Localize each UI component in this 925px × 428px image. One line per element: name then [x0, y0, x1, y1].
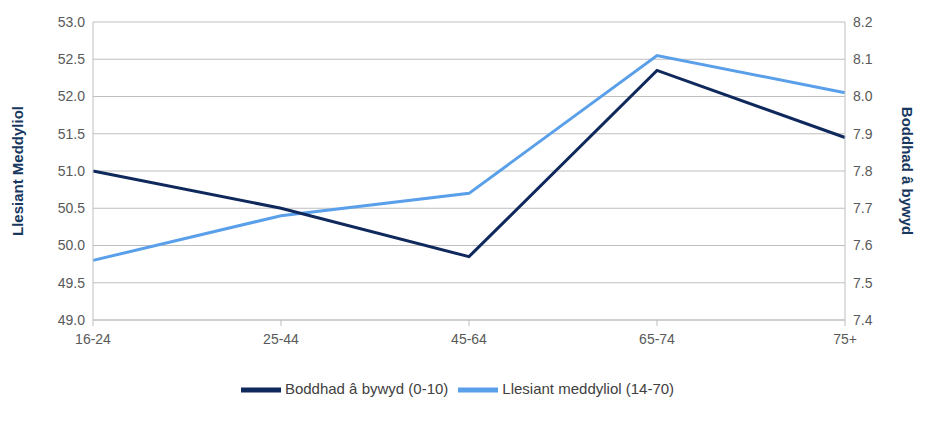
- svg-text:50.0: 50.0: [58, 237, 85, 253]
- svg-text:45-64: 45-64: [451, 331, 487, 347]
- svg-text:25-44: 25-44: [263, 331, 299, 347]
- svg-text:Boddhad â bywyd: Boddhad â bywyd: [899, 107, 916, 235]
- svg-text:51.5: 51.5: [58, 126, 85, 142]
- svg-text:49.0: 49.0: [58, 312, 85, 328]
- svg-text:8.2: 8.2: [853, 14, 873, 30]
- svg-text:7.7: 7.7: [853, 200, 873, 216]
- svg-text:50.5: 50.5: [58, 200, 85, 216]
- svg-text:52.0: 52.0: [58, 88, 85, 104]
- html-text:Llesiant meddyliol (14-70): Llesiant meddyliol (14-70): [502, 380, 675, 397]
- svg-text:16-24: 16-24: [75, 331, 111, 347]
- svg-text:51.0: 51.0: [58, 163, 85, 179]
- svg-text:65-74: 65-74: [639, 331, 675, 347]
- svg-text:7.6: 7.6: [853, 237, 873, 253]
- svg-text:8.0: 8.0: [853, 88, 873, 104]
- svg-text:53.0: 53.0: [58, 14, 85, 30]
- html-text:Boddhad â bywyd (0-10): Boddhad â bywyd (0-10): [284, 380, 449, 397]
- svg-text:7.4: 7.4: [853, 312, 873, 328]
- svg-text:7.9: 7.9: [853, 126, 873, 142]
- svg-text:7.5: 7.5: [853, 275, 873, 291]
- svg-text:8.1: 8.1: [853, 51, 873, 67]
- svg-text:52.5: 52.5: [58, 51, 85, 67]
- svg-text:7.8: 7.8: [853, 163, 873, 179]
- svg-text:75+: 75+: [833, 331, 857, 347]
- svg-text:Llesiant Meddyliol: Llesiant Meddyliol: [9, 106, 26, 236]
- svg-text:49.5: 49.5: [58, 275, 85, 291]
